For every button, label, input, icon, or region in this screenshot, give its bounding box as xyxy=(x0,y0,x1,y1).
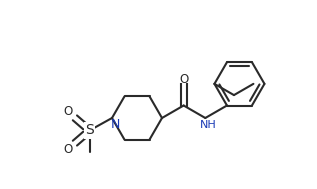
Text: S: S xyxy=(85,123,94,138)
Text: N: N xyxy=(110,118,120,130)
Text: O: O xyxy=(179,73,188,86)
Text: O: O xyxy=(63,105,72,118)
Text: NH: NH xyxy=(200,120,217,130)
Text: O: O xyxy=(63,143,72,156)
